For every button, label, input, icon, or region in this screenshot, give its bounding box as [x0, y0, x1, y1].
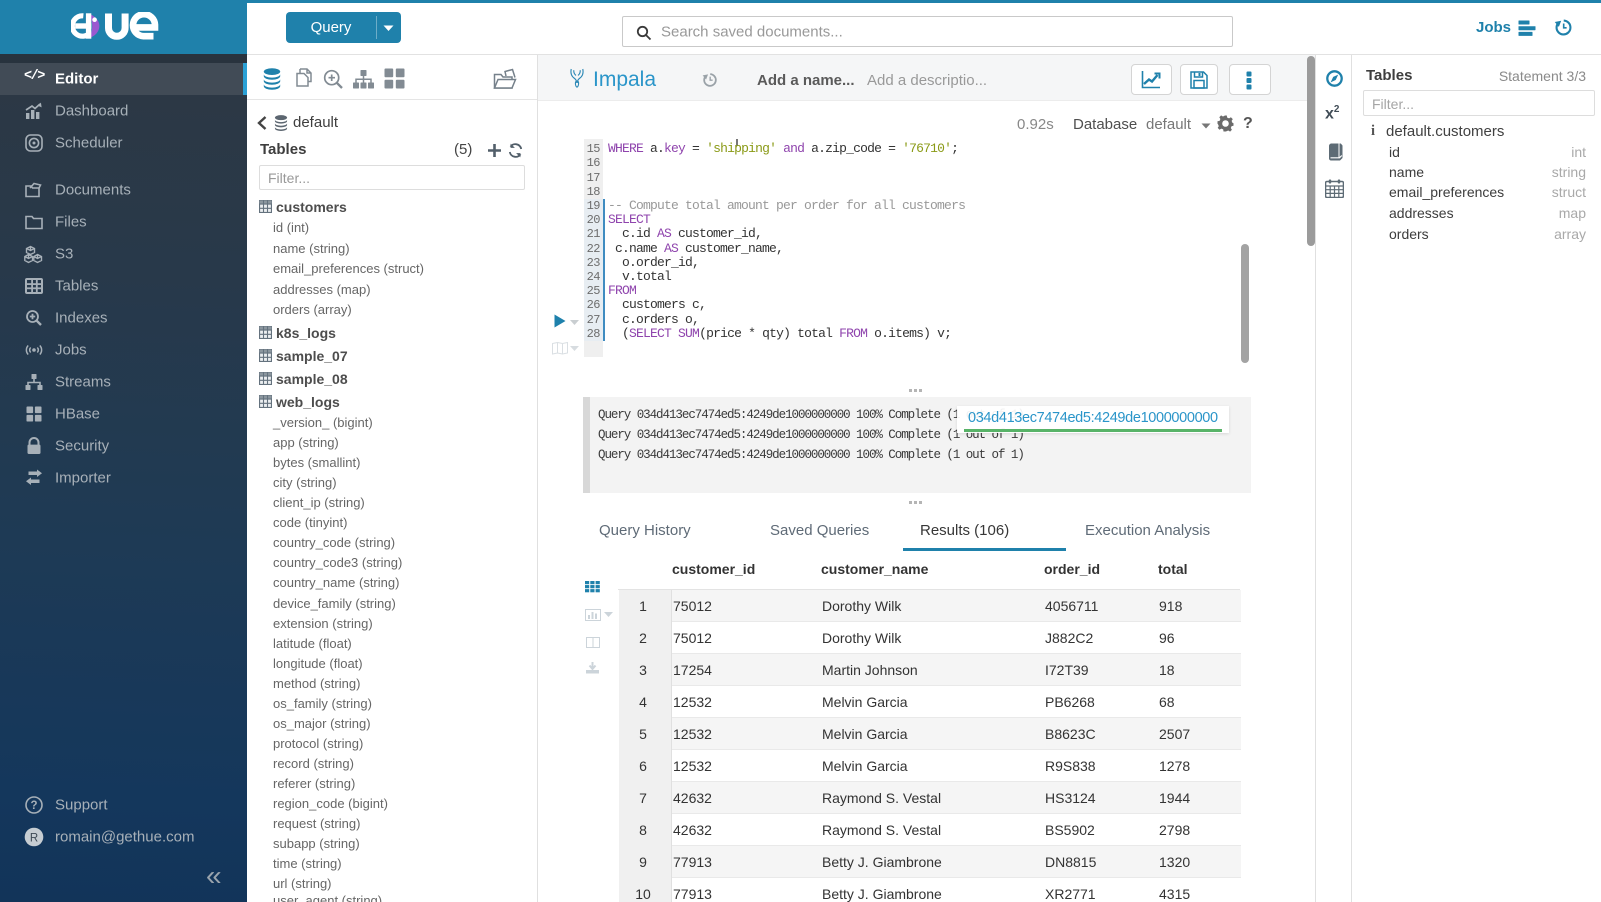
- svg-text:?: ?: [30, 800, 37, 812]
- svg-text:R: R: [30, 832, 38, 844]
